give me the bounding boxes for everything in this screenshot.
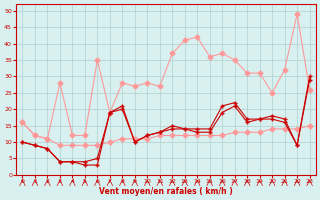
- X-axis label: Vent moyen/en rafales ( km/h ): Vent moyen/en rafales ( km/h ): [99, 187, 233, 196]
